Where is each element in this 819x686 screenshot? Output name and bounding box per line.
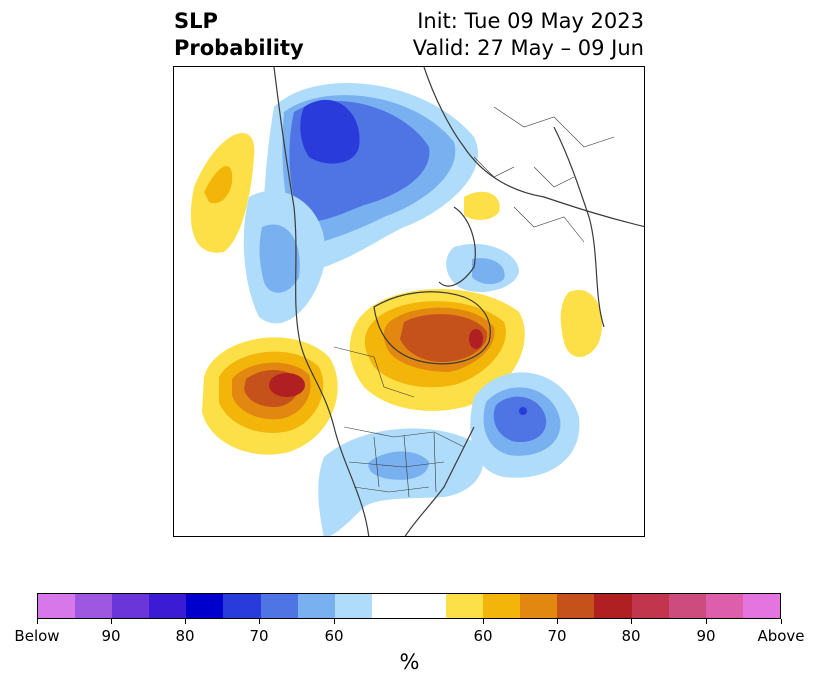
colorbar-segment [297, 594, 335, 618]
colorbar-tick-label: 80 [621, 627, 641, 645]
bering-above-anomaly [190, 133, 255, 253]
probability-map [173, 66, 645, 537]
colorbar-segment [38, 594, 76, 618]
init-date: Init: Tue 09 May 2023 [417, 9, 644, 33]
colorbar-tick-label: 90 [101, 627, 121, 645]
valid-range: Valid: 27 May – 09 Jun [412, 36, 644, 60]
coastlines [273, 67, 644, 536]
colorbar-segment [520, 594, 558, 618]
colorbar-tick-label: 60 [473, 627, 493, 645]
colorbar-segment [557, 594, 595, 618]
colorbar-segment [483, 594, 521, 618]
colorbar-tick-label: 60 [324, 627, 344, 645]
colorbar-tickmark [111, 619, 112, 624]
colorbar-tickmark [781, 619, 782, 624]
colorbar-tick-label: 90 [696, 627, 716, 645]
variable-label: SLP [174, 9, 218, 33]
eastern-europe-below-anomaly [446, 243, 519, 292]
colorbar-tick-label: 70 [249, 627, 269, 645]
us-below-anomaly [318, 428, 483, 536]
colorbar-tick-label: Below [14, 627, 60, 645]
colorbar-segment [594, 594, 632, 618]
colorbar-tick-label: Above [757, 627, 805, 645]
central-asia-above-anomaly [560, 290, 603, 357]
colorbar-segment [668, 594, 706, 618]
colorbar-tick-label: 70 [547, 627, 567, 645]
colorbar-segment [112, 594, 150, 618]
colorbar-tickmark [259, 619, 260, 624]
colorbar-segment [371, 594, 409, 618]
colorbar-tickmark [37, 619, 38, 624]
probability-colorbar [37, 593, 781, 619]
map-title-left: SLP Probability [174, 8, 304, 62]
pacific-high-anomaly [202, 337, 338, 455]
atlantic-low-anomaly [470, 372, 580, 478]
map-title-right: Init: Tue 09 May 2023 Valid: 27 May – 09… [413, 8, 644, 62]
colorbar-tickmark [706, 619, 707, 624]
colorbar-segment [75, 594, 113, 618]
colorbar-segment [334, 594, 372, 618]
colorbar-tickmark [334, 619, 335, 624]
colorbar-tick-label: 80 [175, 627, 195, 645]
colorbar-segment [223, 594, 261, 618]
colorbar-segment [260, 594, 298, 618]
scandinavia-above-anomaly [464, 191, 500, 220]
colorbar-segment [631, 594, 669, 618]
colorbar-tickmark [631, 619, 632, 624]
colorbar-tickmark [483, 619, 484, 624]
alaska-below-anomaly [243, 190, 326, 324]
map-canvas [190, 67, 644, 536]
arctic-high-anomaly [349, 289, 525, 411]
colorbar-segment [705, 594, 743, 618]
country-borders [333, 106, 615, 498]
colorbar-segment [742, 594, 780, 618]
colorbar-tickmark [185, 619, 186, 624]
colorbar-unit-label: % [399, 650, 420, 674]
colorbar-segment [446, 594, 484, 618]
colorbar-segment [408, 594, 447, 618]
colorbar-tickmark [557, 619, 558, 624]
colorbar-segment [186, 594, 224, 618]
product-label: Probability [174, 36, 304, 60]
colorbar-segment [149, 594, 187, 618]
